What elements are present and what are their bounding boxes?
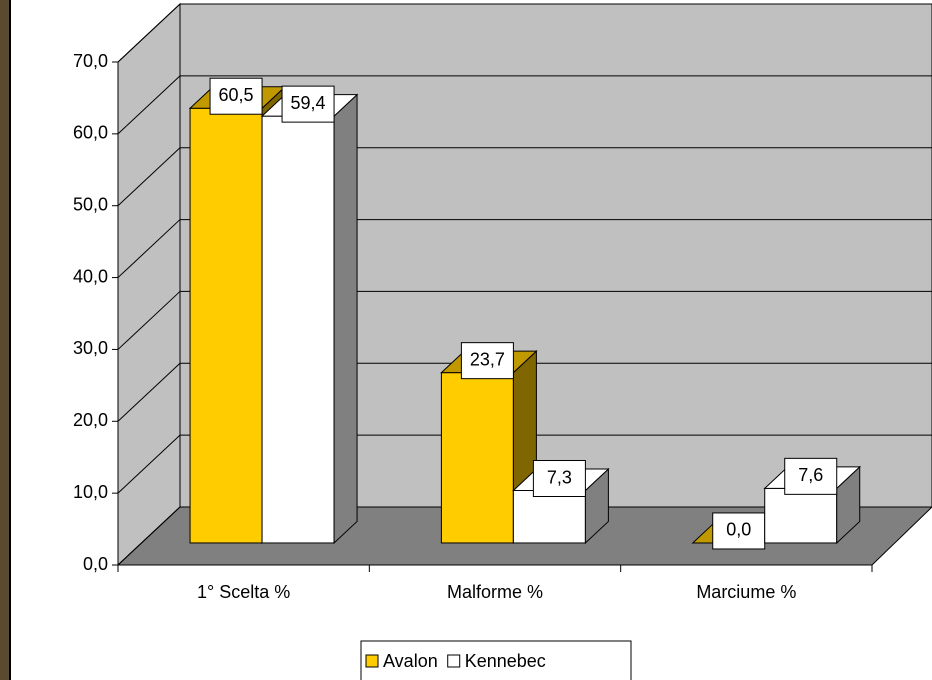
legend-label: Kennebec: [465, 651, 546, 671]
legend-box: [360, 640, 632, 680]
y-tick-label: 10,0: [73, 482, 108, 502]
x-tick-label: Marciume %: [696, 582, 796, 602]
bar: [260, 93, 359, 545]
y-tick-label: 70,0: [73, 51, 108, 71]
x-tick-label: Malforme %: [447, 582, 543, 602]
data-label-box: [460, 342, 514, 380]
grid-line: [117, 219, 181, 278]
data-label-box: [712, 512, 766, 550]
bar-front: [189, 107, 263, 544]
grid-line: [117, 75, 181, 135]
data-label: 60,5: [219, 85, 254, 105]
y-tick-label: 40,0: [73, 266, 108, 286]
grid-line: [117, 147, 181, 207]
data-label-box: [281, 85, 335, 123]
bar-front: [512, 490, 586, 544]
grid-line: [117, 362, 181, 422]
data-label: 7,6: [798, 465, 823, 485]
bar-side: [333, 93, 358, 545]
edge-line: [9, 0, 11, 680]
side-wall: [117, 2, 181, 567]
bar-front: [440, 372, 514, 544]
data-label-box: [209, 77, 263, 115]
data-label: 7,3: [547, 467, 572, 487]
grid-line: [117, 434, 181, 494]
data-label: 0,0: [726, 520, 751, 540]
legend-swatch: [447, 654, 461, 668]
grid-line: [117, 291, 181, 350]
edge-strip: [0, 0, 9, 680]
data-label: 59,4: [291, 93, 326, 113]
legend-swatch: [365, 654, 379, 668]
bar-front: [261, 115, 335, 544]
data-label-box: [784, 457, 838, 495]
y-tick-label: 50,0: [73, 194, 108, 214]
data-label: 23,7: [470, 349, 505, 369]
y-tick-label: 20,0: [73, 410, 108, 430]
y-tick-label: 30,0: [73, 338, 108, 358]
data-label-box: [532, 460, 586, 498]
legend-label: Avalon: [383, 651, 438, 671]
grid-line: [117, 3, 181, 63]
bar-front: [764, 487, 838, 544]
y-tick-label: 60,0: [73, 123, 108, 143]
y-tick-label: 0,0: [83, 554, 108, 574]
x-tick-label: 1° Scelta %: [197, 582, 290, 602]
grid-line: [117, 506, 181, 566]
